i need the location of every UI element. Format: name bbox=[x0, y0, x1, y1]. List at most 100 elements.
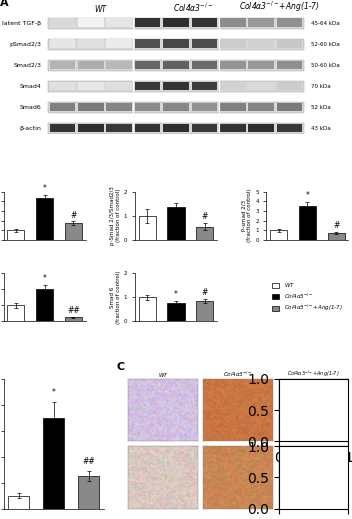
FancyBboxPatch shape bbox=[191, 61, 217, 69]
Text: 45-64 kDa: 45-64 kDa bbox=[310, 21, 339, 26]
Text: ##: ## bbox=[67, 306, 80, 315]
FancyBboxPatch shape bbox=[277, 124, 302, 132]
FancyBboxPatch shape bbox=[48, 60, 304, 71]
FancyBboxPatch shape bbox=[78, 39, 104, 48]
Text: *: * bbox=[43, 184, 46, 193]
FancyBboxPatch shape bbox=[48, 123, 304, 134]
Bar bbox=[299, 206, 316, 240]
Text: 52-60 kDa: 52-60 kDa bbox=[310, 42, 339, 47]
Bar bbox=[65, 318, 82, 321]
FancyBboxPatch shape bbox=[277, 81, 302, 90]
FancyBboxPatch shape bbox=[220, 103, 246, 111]
Text: ##: ## bbox=[82, 457, 95, 466]
FancyBboxPatch shape bbox=[163, 61, 189, 69]
Text: β-actin: β-actin bbox=[20, 126, 42, 131]
FancyBboxPatch shape bbox=[135, 103, 161, 111]
Text: 43 kDa: 43 kDa bbox=[310, 126, 330, 131]
FancyBboxPatch shape bbox=[48, 102, 304, 113]
FancyBboxPatch shape bbox=[163, 103, 189, 111]
Bar bbox=[168, 304, 184, 321]
FancyBboxPatch shape bbox=[163, 19, 189, 27]
FancyBboxPatch shape bbox=[135, 39, 161, 48]
Bar bbox=[7, 305, 25, 321]
Text: *: * bbox=[52, 388, 56, 397]
Title: $Col4\alpha3^{-/-}$: $Col4\alpha3^{-/-}$ bbox=[224, 370, 253, 379]
Text: Smad2/3: Smad2/3 bbox=[13, 63, 42, 68]
Text: WT: WT bbox=[94, 5, 106, 14]
Bar bbox=[78, 476, 99, 509]
FancyBboxPatch shape bbox=[78, 124, 104, 132]
FancyBboxPatch shape bbox=[220, 124, 246, 132]
Bar bbox=[7, 230, 25, 240]
FancyBboxPatch shape bbox=[48, 39, 304, 50]
FancyBboxPatch shape bbox=[135, 81, 161, 90]
Bar bbox=[8, 496, 29, 509]
FancyBboxPatch shape bbox=[135, 19, 161, 27]
Text: 50-60 kDa: 50-60 kDa bbox=[310, 63, 339, 68]
Bar bbox=[139, 216, 156, 240]
FancyBboxPatch shape bbox=[106, 19, 132, 27]
FancyBboxPatch shape bbox=[106, 124, 132, 132]
Text: #: # bbox=[202, 288, 208, 297]
FancyBboxPatch shape bbox=[248, 81, 274, 90]
Y-axis label: p-Smad 2/3/Smad2/3
(fraction of control): p-Smad 2/3/Smad2/3 (fraction of control) bbox=[110, 186, 121, 245]
FancyBboxPatch shape bbox=[78, 19, 104, 27]
Text: 52 kDa: 52 kDa bbox=[310, 105, 330, 110]
Text: Col4$\alpha$3$^{-/-}$: Col4$\alpha$3$^{-/-}$ bbox=[173, 2, 213, 14]
FancyBboxPatch shape bbox=[50, 81, 75, 90]
FancyBboxPatch shape bbox=[191, 81, 217, 90]
Bar bbox=[65, 223, 82, 240]
FancyBboxPatch shape bbox=[191, 39, 217, 48]
Bar bbox=[196, 301, 213, 321]
FancyBboxPatch shape bbox=[50, 61, 75, 69]
FancyBboxPatch shape bbox=[78, 61, 104, 69]
Text: *: * bbox=[174, 290, 178, 299]
FancyBboxPatch shape bbox=[50, 124, 75, 132]
FancyBboxPatch shape bbox=[248, 19, 274, 27]
FancyBboxPatch shape bbox=[163, 81, 189, 90]
FancyBboxPatch shape bbox=[191, 103, 217, 111]
FancyBboxPatch shape bbox=[277, 103, 302, 111]
Text: #: # bbox=[333, 221, 339, 230]
Text: C: C bbox=[117, 362, 125, 373]
FancyBboxPatch shape bbox=[220, 61, 246, 69]
Text: *: * bbox=[43, 274, 46, 283]
Bar bbox=[327, 233, 345, 240]
Text: Smad6: Smad6 bbox=[20, 105, 42, 110]
FancyBboxPatch shape bbox=[248, 124, 274, 132]
FancyBboxPatch shape bbox=[191, 124, 217, 132]
FancyBboxPatch shape bbox=[106, 103, 132, 111]
FancyBboxPatch shape bbox=[50, 19, 75, 27]
FancyBboxPatch shape bbox=[135, 61, 161, 69]
Legend: $WT$, $Col4\alpha3^{-/-}$, $Col4\alpha3^{-/-}$+Ang(1-7): $WT$, $Col4\alpha3^{-/-}$, $Col4\alpha3^… bbox=[272, 281, 342, 313]
FancyBboxPatch shape bbox=[277, 19, 302, 27]
Bar bbox=[168, 207, 184, 240]
FancyBboxPatch shape bbox=[248, 39, 274, 48]
Y-axis label: P-smad 2/3
(fraction of control): P-smad 2/3 (fraction of control) bbox=[241, 189, 252, 242]
FancyBboxPatch shape bbox=[50, 39, 75, 48]
FancyBboxPatch shape bbox=[163, 39, 189, 48]
Text: #: # bbox=[70, 211, 76, 220]
FancyBboxPatch shape bbox=[50, 103, 75, 111]
FancyBboxPatch shape bbox=[135, 124, 161, 132]
Bar bbox=[270, 230, 287, 240]
Text: Smad4: Smad4 bbox=[20, 84, 42, 89]
FancyBboxPatch shape bbox=[106, 81, 132, 90]
FancyBboxPatch shape bbox=[106, 61, 132, 69]
FancyBboxPatch shape bbox=[220, 81, 246, 90]
Text: pSmad2/3: pSmad2/3 bbox=[10, 42, 42, 47]
FancyBboxPatch shape bbox=[191, 19, 217, 27]
Bar bbox=[139, 297, 156, 321]
Text: #: # bbox=[202, 212, 208, 221]
FancyBboxPatch shape bbox=[248, 103, 274, 111]
FancyBboxPatch shape bbox=[106, 39, 132, 48]
FancyBboxPatch shape bbox=[248, 61, 274, 69]
Y-axis label: Smad 6
(fraction of control): Smad 6 (fraction of control) bbox=[110, 271, 121, 324]
Text: *: * bbox=[306, 192, 309, 200]
Title: WT: WT bbox=[158, 373, 167, 378]
FancyBboxPatch shape bbox=[220, 39, 246, 48]
Title: $Col4\alpha3^{-/-}$+Ang(1-7): $Col4\alpha3^{-/-}$+Ang(1-7) bbox=[287, 368, 340, 379]
FancyBboxPatch shape bbox=[277, 39, 302, 48]
Text: Col4$\alpha$3$^{-/-}$+Ang(1-7): Col4$\alpha$3$^{-/-}$+Ang(1-7) bbox=[239, 0, 320, 14]
Bar bbox=[196, 226, 213, 240]
